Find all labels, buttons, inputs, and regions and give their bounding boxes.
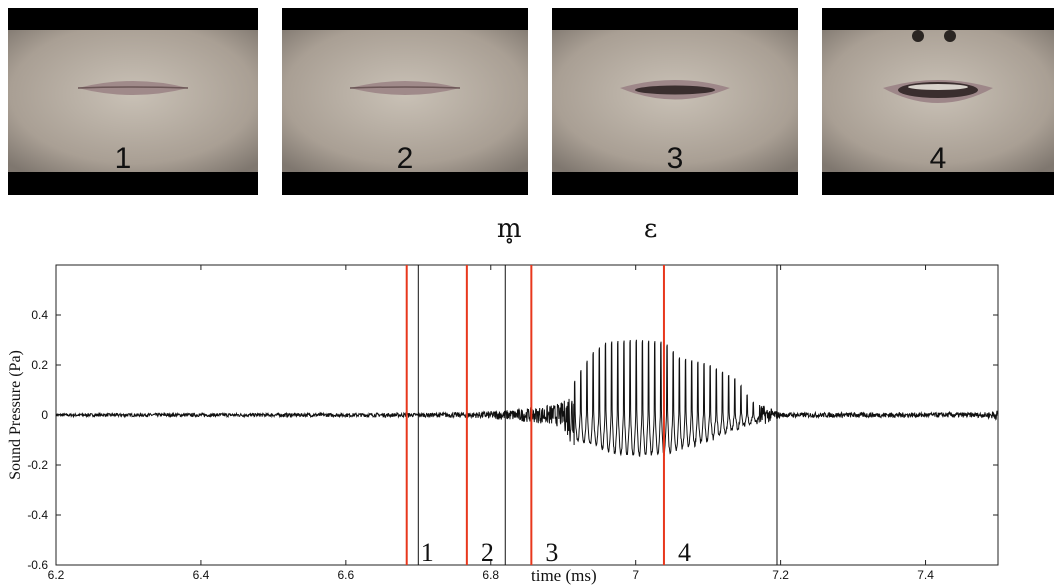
- frame-marker-label: 2: [481, 538, 494, 567]
- frame-number-label: 4: [930, 142, 947, 175]
- lips: [78, 81, 188, 95]
- waveform-line: [55, 339, 999, 458]
- x-tick-label: 7.4: [917, 568, 934, 582]
- lips: [350, 81, 460, 95]
- video-frame-2: 2: [282, 8, 528, 195]
- frame-number-label: 3: [667, 142, 684, 175]
- waveform-chart: 6.2 6.4 6.6 6.8 7 7.2 7.4 -0.6 -0.4 -0.2 0 0.2 0.4 So…: [7, 214, 999, 585]
- frame-marker-label: 4: [678, 538, 691, 567]
- x-tick-label: 6.4: [193, 568, 210, 582]
- frame-number-label: 1: [115, 142, 132, 175]
- video-frame-4: 4: [822, 8, 1054, 195]
- phoneme-label: ɛ: [644, 214, 657, 244]
- face-image: [8, 30, 258, 172]
- y-tick-label: 0.4: [31, 308, 48, 322]
- x-tick-label: 6.2: [48, 568, 65, 582]
- frame-marker-label: 3: [545, 538, 558, 567]
- x-axis-label: time (ms): [531, 566, 597, 585]
- frame-marker-label: 1: [421, 538, 434, 567]
- y-tick-label: -0.2: [27, 458, 48, 472]
- y-tick-label: 0.2: [31, 358, 48, 372]
- x-tick-label: 6.6: [338, 568, 355, 582]
- face-image: [282, 30, 528, 172]
- y-tick-label: -0.6: [27, 558, 48, 572]
- face-image: [552, 30, 798, 172]
- x-tick-label: 6.8: [482, 568, 499, 582]
- x-tick-label: 7: [632, 568, 639, 582]
- y-axis-label: Sound Pressure (Pa): [7, 350, 24, 480]
- x-tick-label: 7.2: [772, 568, 789, 582]
- video-frame-1: 1: [8, 8, 258, 195]
- frame-number-label: 2: [397, 142, 414, 175]
- video-frame-3: 3: [552, 8, 798, 195]
- y-tick-label: -0.4: [27, 508, 48, 522]
- phoneme-label: m̥: [497, 214, 522, 244]
- y-tick-label: 0: [41, 408, 48, 422]
